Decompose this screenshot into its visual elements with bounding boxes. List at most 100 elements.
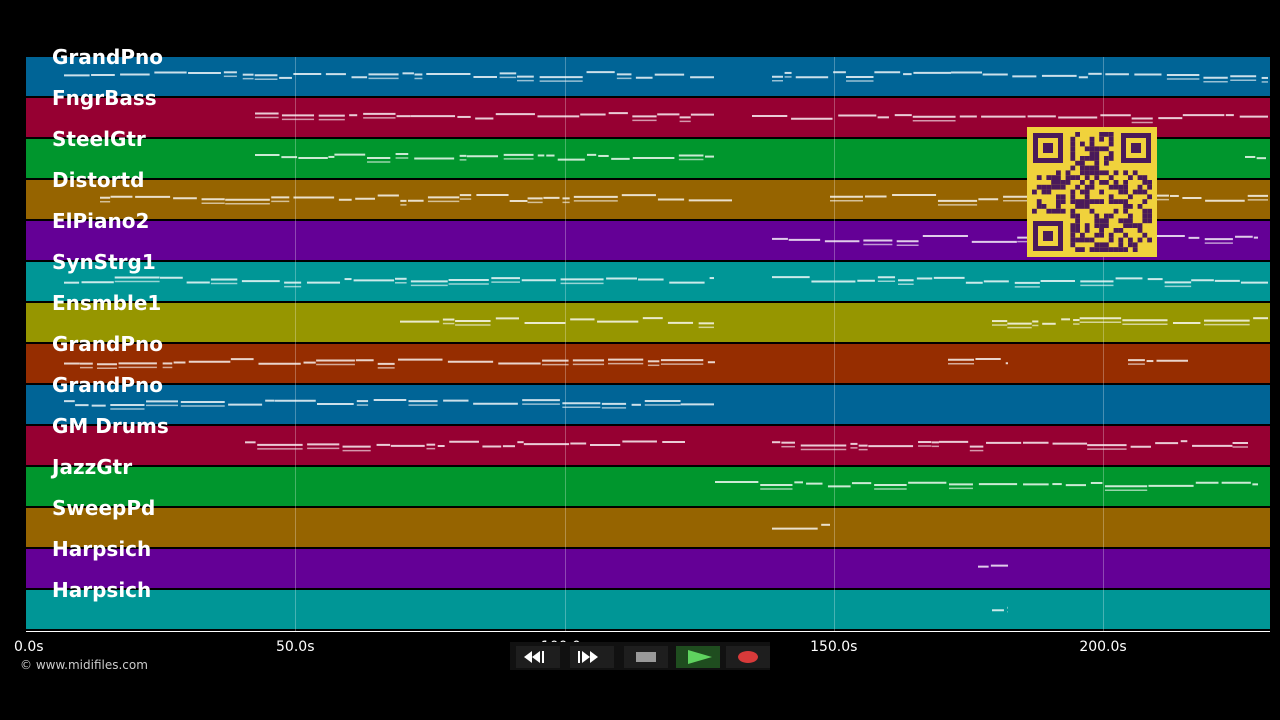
qr-module bbox=[1075, 204, 1080, 209]
qr-module bbox=[1123, 208, 1128, 214]
fast-forward-button[interactable] bbox=[570, 646, 614, 668]
qr-module bbox=[1099, 223, 1104, 228]
qr-module bbox=[1128, 218, 1133, 224]
grid-line bbox=[1103, 57, 1104, 631]
track-label: GrandPno bbox=[52, 45, 163, 69]
qr-module bbox=[1080, 160, 1085, 166]
qr-module bbox=[1056, 184, 1061, 190]
qr-module bbox=[1128, 237, 1133, 243]
stop-button[interactable] bbox=[624, 646, 668, 668]
qr-module bbox=[1099, 189, 1104, 195]
qr-module bbox=[1070, 232, 1076, 238]
qr-module bbox=[1099, 232, 1104, 238]
play-button[interactable] bbox=[676, 646, 720, 668]
tick-label: 50.0s bbox=[276, 639, 315, 655]
qr-module bbox=[1099, 199, 1104, 204]
qr-module bbox=[1132, 247, 1138, 252]
qr-module bbox=[1094, 170, 1100, 176]
qr-module bbox=[1104, 223, 1109, 228]
track-label: ElPiano2 bbox=[52, 209, 150, 233]
qr-module bbox=[1137, 237, 1143, 243]
qr-module bbox=[1070, 194, 1076, 200]
qr-module bbox=[1104, 160, 1109, 166]
qr-module bbox=[1070, 146, 1076, 152]
qr-module bbox=[1108, 194, 1114, 200]
qr-module bbox=[1099, 146, 1104, 152]
track-row bbox=[26, 303, 1270, 342]
time-axis-line bbox=[26, 631, 1270, 632]
qr-module bbox=[1070, 175, 1076, 180]
qr-module bbox=[1089, 151, 1095, 156]
qr-module bbox=[1094, 165, 1100, 171]
qr-module bbox=[1070, 208, 1076, 214]
track-row bbox=[26, 385, 1270, 424]
qr-module bbox=[1056, 175, 1061, 180]
qr-module bbox=[1123, 223, 1128, 228]
qr-module bbox=[1104, 156, 1109, 161]
track-row bbox=[26, 508, 1270, 547]
track-label: SteelGtr bbox=[52, 127, 146, 151]
track-row bbox=[26, 344, 1270, 383]
qr-module bbox=[1080, 237, 1085, 243]
rewind-button[interactable] bbox=[516, 646, 560, 668]
qr-module bbox=[1046, 175, 1052, 180]
qr-module bbox=[1089, 199, 1095, 204]
qr-module bbox=[1142, 232, 1148, 238]
qr-module bbox=[1046, 184, 1052, 190]
qr-module bbox=[1118, 228, 1124, 233]
qr-module bbox=[1089, 165, 1095, 171]
fast-forward-icon bbox=[578, 651, 598, 663]
qr-module bbox=[1051, 208, 1056, 214]
qr-module bbox=[1108, 132, 1114, 137]
qr-module bbox=[1113, 199, 1119, 204]
qr-module bbox=[1118, 242, 1124, 248]
track-label: Ensmble1 bbox=[52, 291, 162, 315]
qr-module bbox=[1104, 170, 1109, 176]
qr-module bbox=[1084, 156, 1090, 161]
qr-module bbox=[1060, 199, 1066, 204]
qr-module bbox=[1137, 184, 1143, 190]
track-label: Harpsich bbox=[52, 537, 152, 561]
qr-module bbox=[1132, 223, 1138, 228]
qr-module bbox=[1147, 194, 1152, 200]
track-label: GM Drums bbox=[52, 414, 169, 438]
qr-module bbox=[1108, 237, 1114, 243]
qr-module bbox=[1051, 180, 1056, 185]
qr-module bbox=[1084, 223, 1090, 228]
qr-module bbox=[1123, 184, 1128, 190]
qr-module bbox=[1094, 199, 1100, 204]
track-label: JazzGtr bbox=[52, 455, 133, 479]
qr-module bbox=[1089, 170, 1095, 176]
qr-module bbox=[1137, 189, 1143, 195]
qr-module bbox=[1108, 151, 1114, 156]
track-row bbox=[26, 549, 1270, 588]
track-label: GrandPno bbox=[52, 373, 163, 397]
qr-module bbox=[1070, 213, 1076, 219]
qr-module bbox=[1065, 180, 1071, 185]
qr-module bbox=[1104, 213, 1109, 219]
qr-module bbox=[1070, 199, 1076, 204]
qr-module bbox=[1099, 218, 1104, 224]
qr-module bbox=[1036, 204, 1042, 209]
qr-module bbox=[1147, 180, 1152, 185]
qr-module bbox=[1142, 208, 1148, 214]
qr-module bbox=[1089, 180, 1095, 185]
qr-module bbox=[1089, 136, 1095, 142]
qr-module bbox=[1099, 247, 1104, 252]
qr-module bbox=[1056, 170, 1061, 176]
qr-module bbox=[1080, 199, 1085, 204]
qr-module bbox=[1142, 175, 1148, 180]
qr-module bbox=[1043, 143, 1053, 153]
qr-module bbox=[1142, 189, 1148, 195]
qr-module bbox=[1084, 189, 1090, 195]
qr-module bbox=[1070, 242, 1076, 248]
grid-line bbox=[295, 57, 297, 631]
track-label: GrandPno bbox=[52, 332, 163, 356]
qr-module bbox=[1108, 199, 1114, 204]
qr-module bbox=[1084, 204, 1090, 209]
qr-module bbox=[1094, 175, 1100, 180]
record-button[interactable] bbox=[726, 646, 770, 668]
qr-module bbox=[1118, 199, 1124, 204]
record-icon bbox=[738, 651, 758, 663]
qr-module bbox=[1056, 194, 1061, 200]
